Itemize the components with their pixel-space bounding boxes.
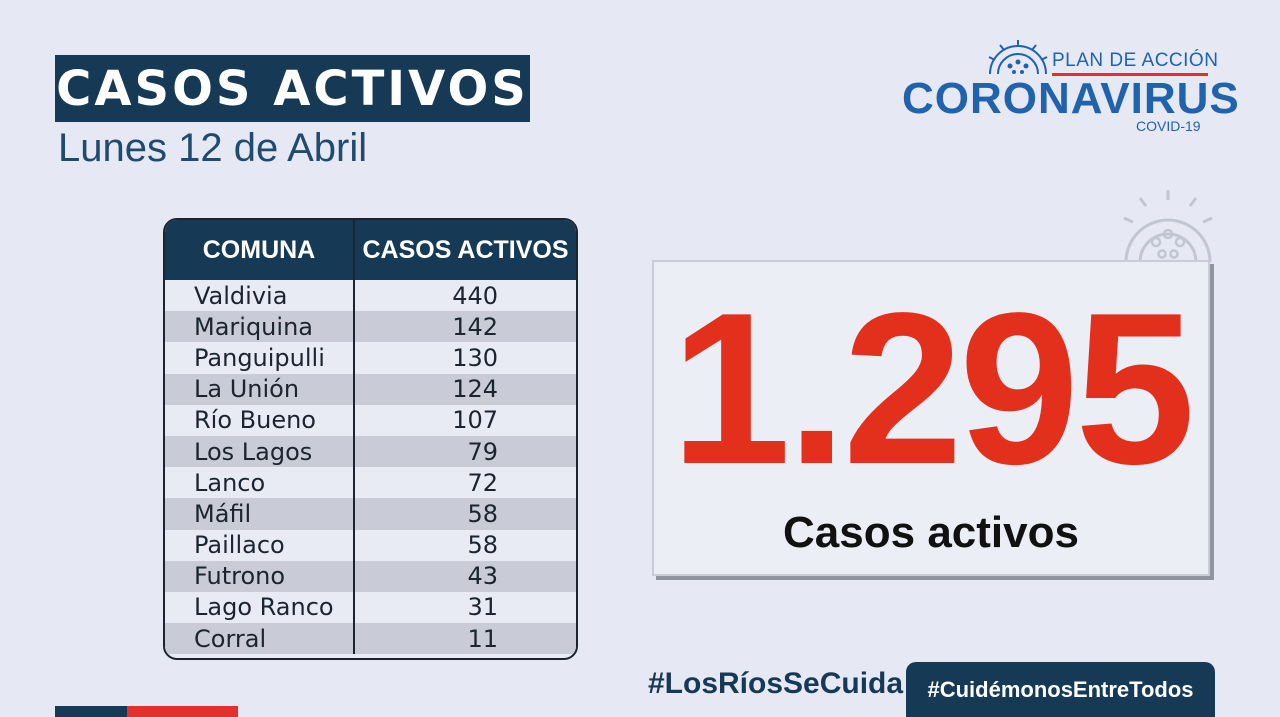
- comuna-cell: Futrono: [194, 562, 286, 591]
- column-header-comuna: COMUNA: [165, 220, 355, 280]
- table-row: Corral 11: [165, 623, 576, 655]
- comuna-cell: Corral: [194, 624, 267, 653]
- casos-cell: 43: [467, 562, 498, 591]
- casos-cell: 142: [452, 312, 498, 341]
- table-header: COMUNA CASOS ACTIVOS: [165, 220, 576, 280]
- table-row: Los Lagos 79: [165, 435, 576, 468]
- comuna-cell: Panguipulli: [194, 343, 325, 372]
- casos-cell: 72: [467, 468, 498, 497]
- casos-cell: 79: [467, 437, 498, 466]
- coronavirus-icon: [988, 40, 1048, 75]
- table-row: Futrono 43: [165, 560, 576, 592]
- logo-main-text: CORONAVIRUS: [902, 74, 1240, 123]
- comuna-cell: Lanco: [194, 468, 266, 497]
- coronavirus-decoration-icon: [1123, 190, 1213, 262]
- page-date: Lunes 12 de Abril: [58, 126, 368, 170]
- coronavirus-logo: PLAN DE ACCIÓN CORONAVIRUS COVID-19: [900, 38, 1239, 138]
- table-row: Río Bueno 107: [165, 404, 576, 436]
- casos-cell: 58: [467, 531, 498, 560]
- table-row: Paillaco 58: [165, 529, 576, 561]
- page-title: CASOS ACTIVOS: [55, 55, 530, 122]
- casos-cell: 107: [452, 406, 498, 435]
- comuna-cell: Máfil: [194, 499, 252, 528]
- comuna-cell: Mariquina: [194, 312, 313, 341]
- table-row: Lanco 72: [165, 467, 576, 499]
- comuna-cell: Valdivia: [194, 281, 288, 310]
- hashtag-cuidemonos: #CuidémonosEntreTodos: [906, 662, 1215, 717]
- table-row: Lago Ranco 31: [165, 591, 576, 624]
- casos-cell: 130: [452, 343, 498, 372]
- comuna-cell: Río Bueno: [194, 406, 316, 435]
- casos-cell: 440: [452, 281, 498, 310]
- casos-cell: 11: [467, 624, 498, 653]
- total-cases-label: Casos activos: [783, 508, 1079, 557]
- footer-bar-red: [127, 706, 238, 717]
- comuna-cell: Lago Ranco: [194, 593, 334, 622]
- casos-cell: 58: [467, 499, 498, 528]
- logo-plan-text: PLAN DE ACCIÓN: [1052, 50, 1219, 71]
- comuna-cell: Los Lagos: [194, 437, 313, 466]
- logo-sub-text: COVID-19: [1136, 118, 1201, 134]
- logo-divider: [1052, 73, 1208, 76]
- casos-cell: 31: [467, 593, 498, 622]
- comuna-cell: La Unión: [194, 375, 300, 404]
- table-row: Mariquina 142: [165, 311, 576, 343]
- table-row: Valdivia 440: [165, 280, 576, 312]
- table-row: Panguipulli 130: [165, 342, 576, 374]
- table-row: La Unión 124: [165, 373, 576, 405]
- column-divider: [353, 280, 355, 655]
- cases-table: COMUNA CASOS ACTIVOS Valdivia 440 Mariqui…: [163, 218, 578, 660]
- casos-cell: 124: [452, 375, 498, 404]
- hashtag-los-rios: #LosRíosSeCuida: [648, 667, 904, 700]
- footer-bar-blue: [55, 706, 127, 717]
- column-header-casos: CASOS ACTIVOS: [362, 235, 569, 264]
- table-row: Máfil 58: [165, 498, 576, 530]
- comuna-cell: Paillaco: [194, 531, 285, 560]
- total-cases-card: 1.295 Casos activos: [652, 260, 1210, 576]
- total-cases-value: 1.295: [670, 267, 1196, 509]
- table-body: Valdivia 440 Mariquina 142 Panguipulli 130 …: [165, 280, 576, 655]
